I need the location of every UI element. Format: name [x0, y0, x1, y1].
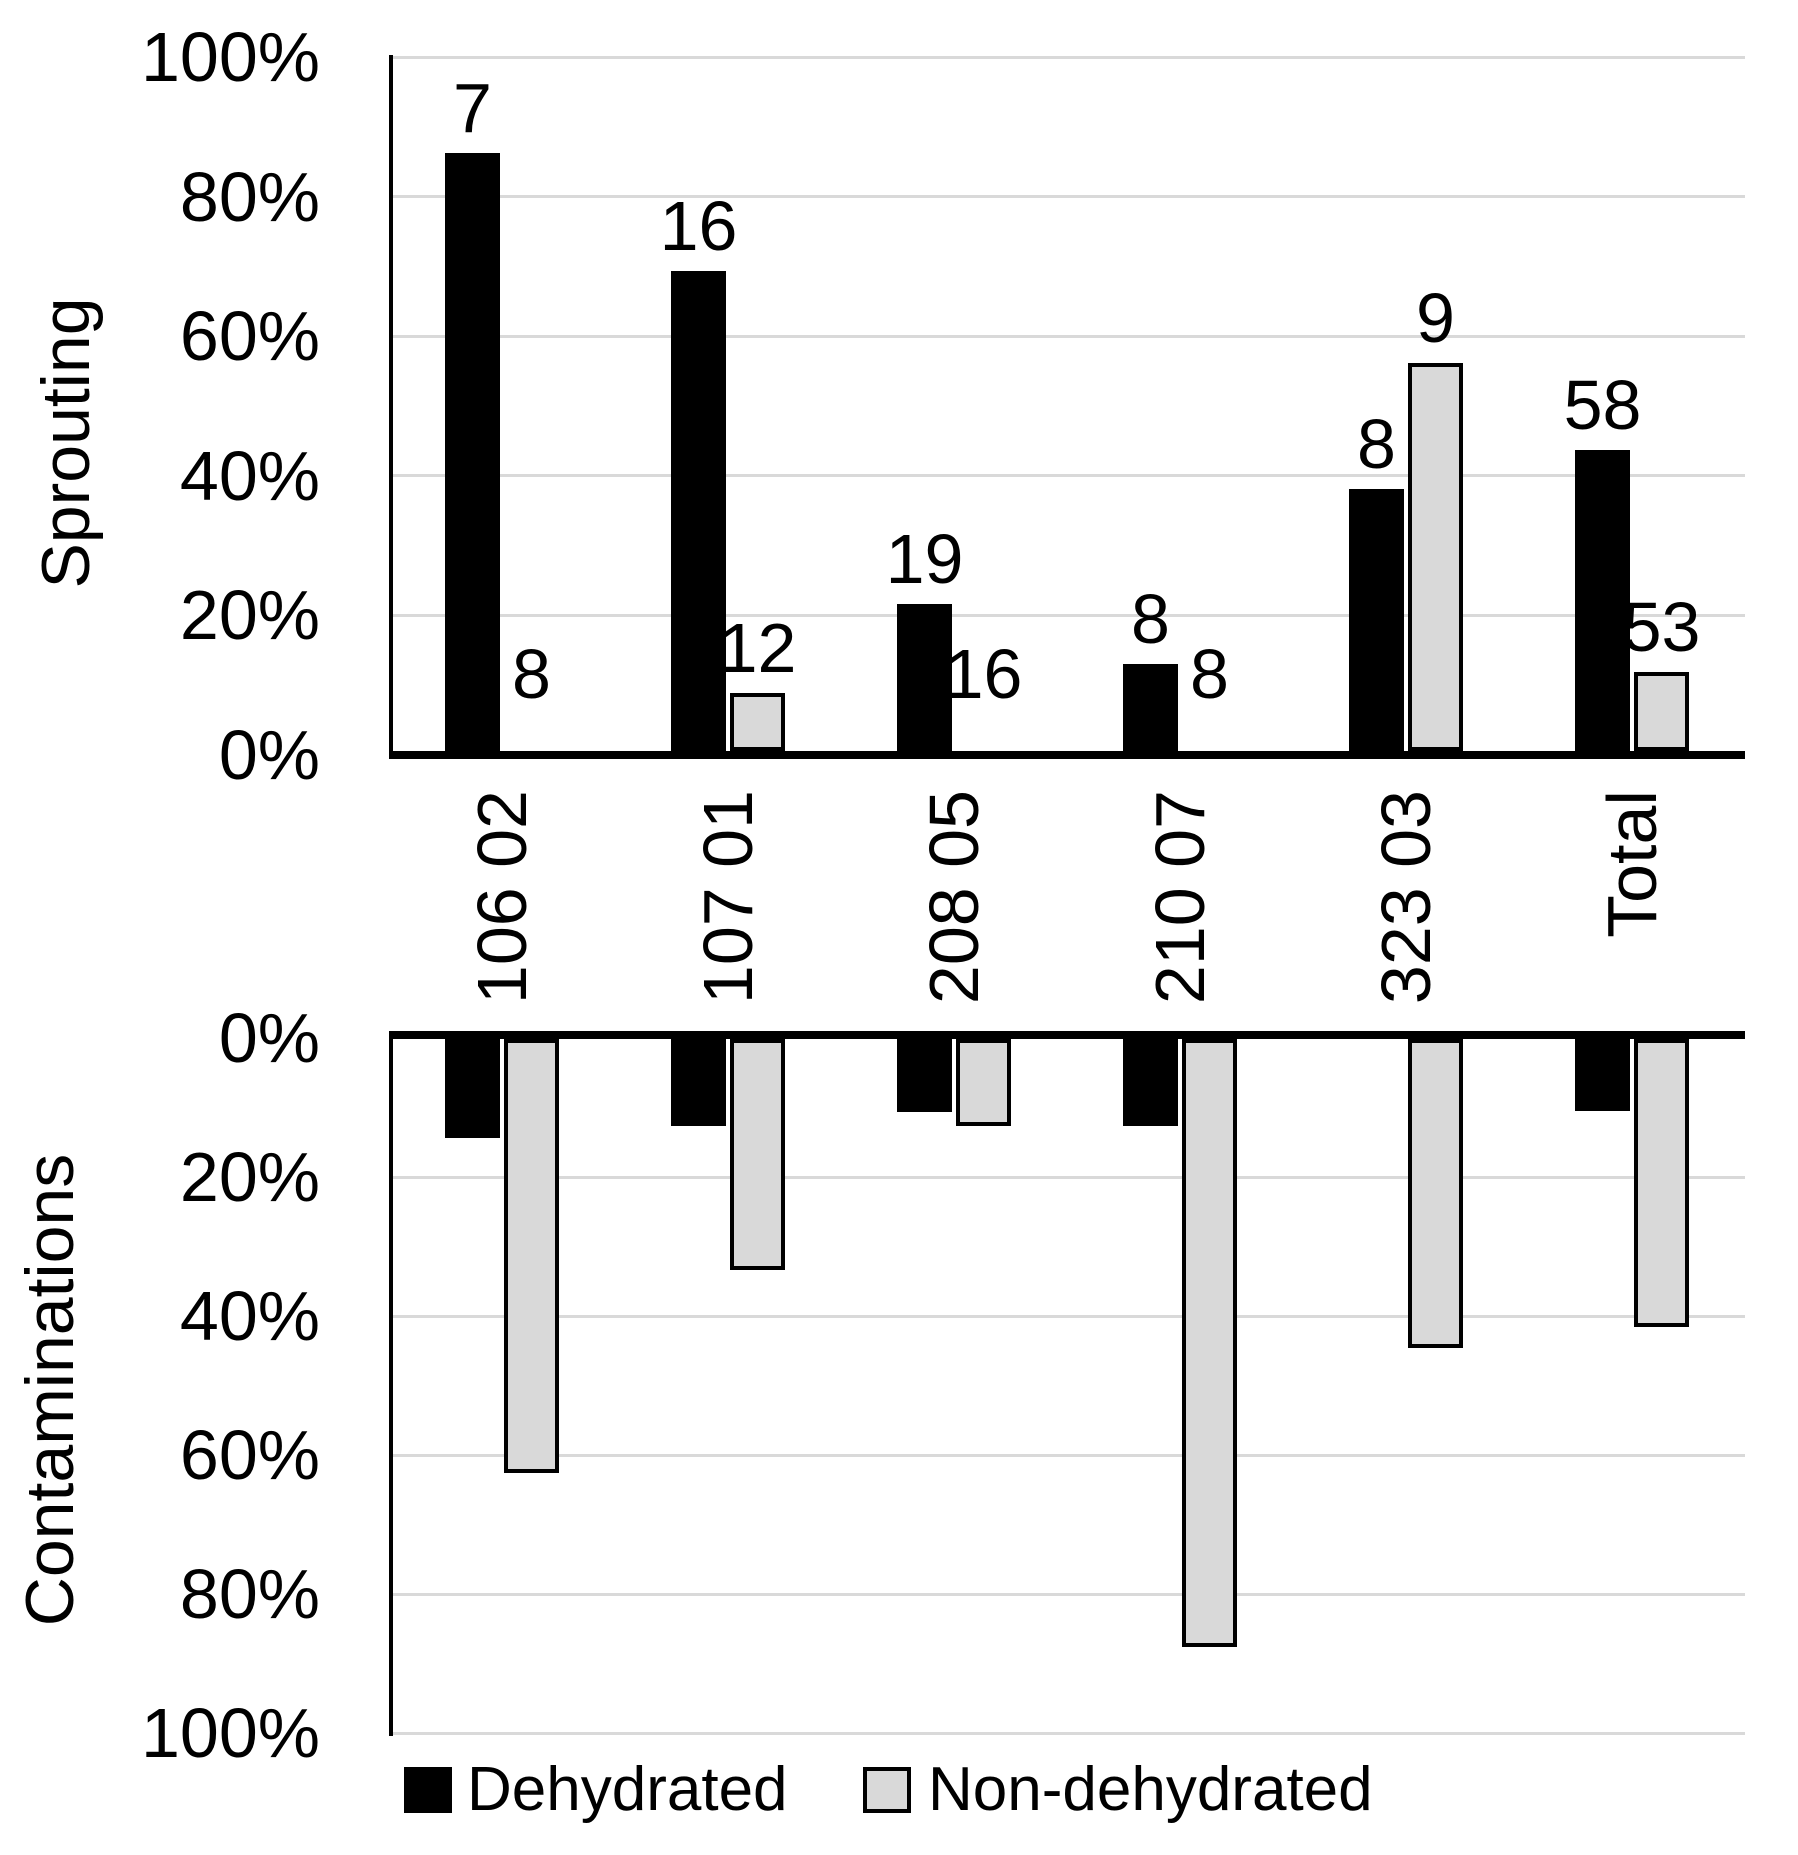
y-axis-line-contaminations	[389, 1031, 393, 1736]
bar-contaminations-dehydrated-5	[1575, 1039, 1630, 1111]
gridline	[389, 1175, 1745, 1179]
dehydrated-legend-swatch-icon	[404, 1767, 452, 1813]
bar-sprouting-dehydrated-5	[1575, 450, 1630, 751]
category-label-total: Total	[1593, 790, 1671, 938]
bar-contaminations-non-dehydrated-5	[1634, 1039, 1689, 1328]
y-tick-label: 20%	[179, 576, 320, 655]
bar-label: 8	[512, 635, 551, 713]
y-tick-label: 100%	[140, 18, 320, 96]
bar-label: 8	[1357, 405, 1396, 484]
bar-label: 16	[944, 635, 1023, 713]
bar-label: 9	[1416, 278, 1455, 357]
bar-sprouting-dehydrated-1	[671, 270, 726, 751]
gridline	[389, 1592, 1745, 1596]
category-label-210-07: 210 07	[1141, 790, 1219, 1005]
category-label-107-01: 107 01	[689, 790, 767, 1005]
gridline	[389, 195, 1745, 199]
bar-sprouting-dehydrated-3	[1123, 663, 1178, 751]
bar-contaminations-non-dehydrated-2	[956, 1039, 1011, 1126]
bar-contaminations-non-dehydrated-0	[504, 1039, 559, 1474]
bar-contaminations-dehydrated-1	[671, 1039, 726, 1126]
y-tick-label: 20%	[179, 1138, 320, 1216]
category-label-106-02: 106 02	[463, 790, 541, 1005]
y-axis-title-sprouting: Sprouting	[28, 297, 104, 589]
gridline	[389, 334, 1745, 338]
y-tick-label: 40%	[179, 436, 320, 515]
category-label-208-05: 208 05	[915, 790, 993, 1005]
legend-label-dehydrated: Dehydrated	[467, 1755, 788, 1824]
gridline	[389, 1731, 1745, 1735]
bar-label: 19	[885, 519, 964, 598]
y-tick-label: 100%	[140, 1694, 320, 1772]
y-tick-label: 80%	[179, 157, 320, 236]
bar-sprouting-non-dehydrated-4	[1408, 362, 1463, 751]
category-label-323-03: 323 03	[1367, 790, 1445, 1005]
y-axis-title-contaminations: Contaminations	[12, 1153, 88, 1627]
bar-label: 53	[1622, 588, 1701, 667]
y-tick-label: 0%	[218, 716, 320, 794]
x-axis-line-sprouting	[389, 751, 1745, 759]
gridline	[389, 474, 1745, 478]
bar-contaminations-dehydrated-3	[1123, 1039, 1178, 1126]
bar-sprouting-non-dehydrated-5	[1634, 672, 1689, 751]
bar-contaminations-non-dehydrated-3	[1182, 1039, 1237, 1648]
bar-label: 16	[659, 186, 738, 265]
bar-sprouting-dehydrated-4	[1349, 489, 1404, 751]
gridline	[389, 55, 1745, 59]
bar-label: 8	[1190, 635, 1229, 713]
bar-contaminations-non-dehydrated-4	[1408, 1039, 1463, 1348]
y-tick-label: 80%	[179, 1555, 320, 1633]
bar-sprouting-non-dehydrated-1	[730, 693, 785, 751]
gridline	[389, 1314, 1745, 1318]
bar-contaminations-non-dehydrated-1	[730, 1039, 785, 1271]
y-tick-label: 60%	[179, 1416, 320, 1494]
gridline	[389, 1453, 1745, 1457]
bar-sprouting-dehydrated-0	[445, 152, 500, 751]
x-axis-line-contaminations	[389, 1031, 1745, 1039]
legend-label-non-dehydrated: Non-dehydrated	[928, 1755, 1373, 1824]
gridline	[389, 613, 1745, 617]
bar-contaminations-dehydrated-0	[445, 1039, 500, 1139]
bar-sprouting-dehydrated-2	[897, 603, 952, 751]
bar-label: 58	[1563, 366, 1642, 445]
non-dehydrated-legend-swatch-icon	[863, 1767, 911, 1813]
y-tick-label: 40%	[179, 1277, 320, 1355]
bar-contaminations-dehydrated-2	[897, 1039, 952, 1112]
bar-label: 8	[1131, 579, 1170, 658]
y-tick-label: 0%	[218, 999, 320, 1077]
y-axis-line-sprouting	[389, 55, 393, 759]
y-tick-label: 60%	[179, 297, 320, 376]
bar-label: 12	[718, 609, 797, 688]
bar-label: 7	[453, 68, 492, 147]
